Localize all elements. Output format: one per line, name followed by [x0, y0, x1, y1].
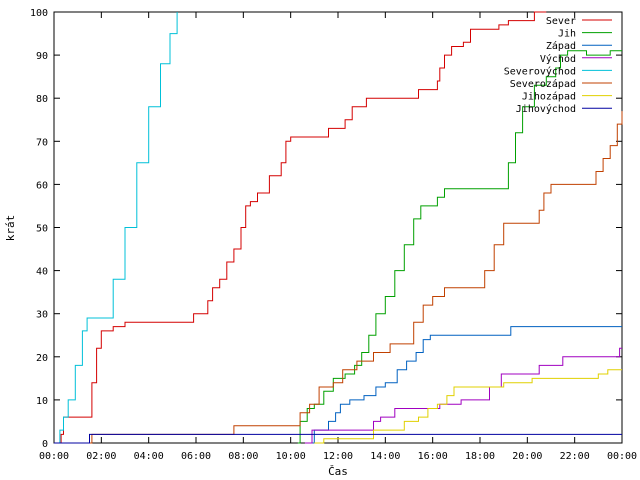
y-tick-label: 40	[36, 267, 48, 278]
legend-label: Východ	[540, 53, 576, 65]
x-axis-label: Čas	[328, 465, 348, 478]
x-tick-label: 00:00	[39, 451, 69, 462]
legend-label: Západ	[546, 40, 576, 52]
series-line-5	[54, 111, 623, 444]
x-tick-label: 14:00	[370, 451, 400, 462]
x-tick-label: 00:00	[607, 451, 637, 462]
legend-label: Sever	[546, 16, 576, 27]
x-tick-label: 06:00	[181, 451, 211, 462]
series-line-2	[312, 326, 622, 444]
x-tick-label: 12:00	[323, 451, 353, 462]
series-line-1	[297, 50, 622, 444]
legend-label: Severovýchod	[504, 65, 576, 77]
x-tick-label: 18:00	[465, 451, 495, 462]
y-tick-label: 0	[42, 439, 48, 450]
x-tick-label: 02:00	[86, 451, 116, 462]
y-axis-label: krát	[4, 215, 17, 242]
x-tick-label: 16:00	[418, 451, 448, 462]
series-lines	[54, 11, 623, 444]
series-line-7	[54, 433, 622, 444]
y-tick-label: 60	[36, 180, 48, 191]
legend-label: Jih	[558, 29, 576, 40]
x-tick-label: 10:00	[276, 451, 306, 462]
y-tick-label: 50	[36, 224, 48, 235]
legend-label: Jihozápad	[522, 91, 576, 103]
x-tick-label: 20:00	[512, 451, 542, 462]
y-tick-label: 10	[36, 396, 48, 407]
y-tick-label: 80	[36, 94, 48, 105]
series-line-3	[304, 347, 622, 444]
y-tick-label: 20	[36, 353, 48, 364]
y-tick-label: 70	[36, 137, 48, 148]
x-tick-label: 22:00	[560, 451, 590, 462]
y-tick-label: 30	[36, 310, 48, 321]
x-tick-label: 04:00	[134, 451, 164, 462]
legend-label: Jihovýchod	[516, 103, 576, 115]
y-axis-ticks: 0 10 20 30 40 50 60 70 80 90 100	[30, 8, 622, 450]
legend: Sever JihZápadVýchodSeverovýchodSeverozáp…	[504, 16, 612, 115]
series-line-4	[54, 12, 178, 444]
x-axis-ticks: 00:00 02:00 04:00 06:00 08:00 10:00 12:00 14:00…	[39, 12, 637, 462]
y-tick-label: 90	[36, 51, 48, 62]
y-tick-label: 100	[30, 8, 48, 19]
legend-label: Severozápad	[510, 78, 576, 90]
x-tick-label: 08:00	[228, 451, 258, 462]
series-line-6	[314, 369, 622, 444]
series-line-0	[58, 11, 547, 444]
